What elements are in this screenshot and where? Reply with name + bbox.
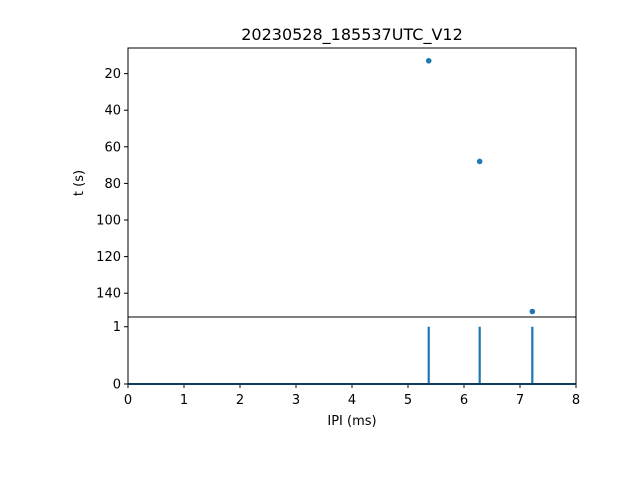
x-tick-label: 5 <box>404 393 412 408</box>
y-tick-label: 40 <box>104 104 121 119</box>
x-tick-label: 8 <box>572 393 580 408</box>
y-tick-label: 20 <box>104 67 121 82</box>
y-tick-label: 80 <box>104 177 121 192</box>
y-tick-label: 60 <box>104 140 121 155</box>
scatter-points <box>425 58 536 315</box>
x-tick-label: 7 <box>516 393 524 408</box>
y-axis-label: t (s) <box>72 170 87 196</box>
y-tick-label: 140 <box>96 287 121 302</box>
x-tick-label: 4 <box>348 393 356 408</box>
y-tick-label: 100 <box>96 214 121 229</box>
chart-title: 20230528_185537UTC_V12 <box>241 25 463 45</box>
x-tick-label: 3 <box>292 393 300 408</box>
scatter-y-ticks: 20 40 60 80 100 120 140 <box>96 67 128 302</box>
histogram-y-tick-label: 0 <box>113 378 121 393</box>
y-tick-label: 120 <box>96 250 121 265</box>
x-tick-label: 6 <box>460 393 468 408</box>
histogram-axes-frame <box>127 316 577 385</box>
scatter-point <box>476 158 483 165</box>
x-tick-label: 0 <box>124 393 132 408</box>
scatter-point <box>529 308 536 315</box>
x-tick-label: 1 <box>180 393 188 408</box>
x-axis-label: IPI (ms) <box>327 414 376 429</box>
x-tick-label: 2 <box>236 393 244 408</box>
scatter-point <box>425 58 432 64</box>
histogram-y-ticks: 01 <box>113 320 128 393</box>
histogram-y-tick-label: 1 <box>113 320 121 335</box>
